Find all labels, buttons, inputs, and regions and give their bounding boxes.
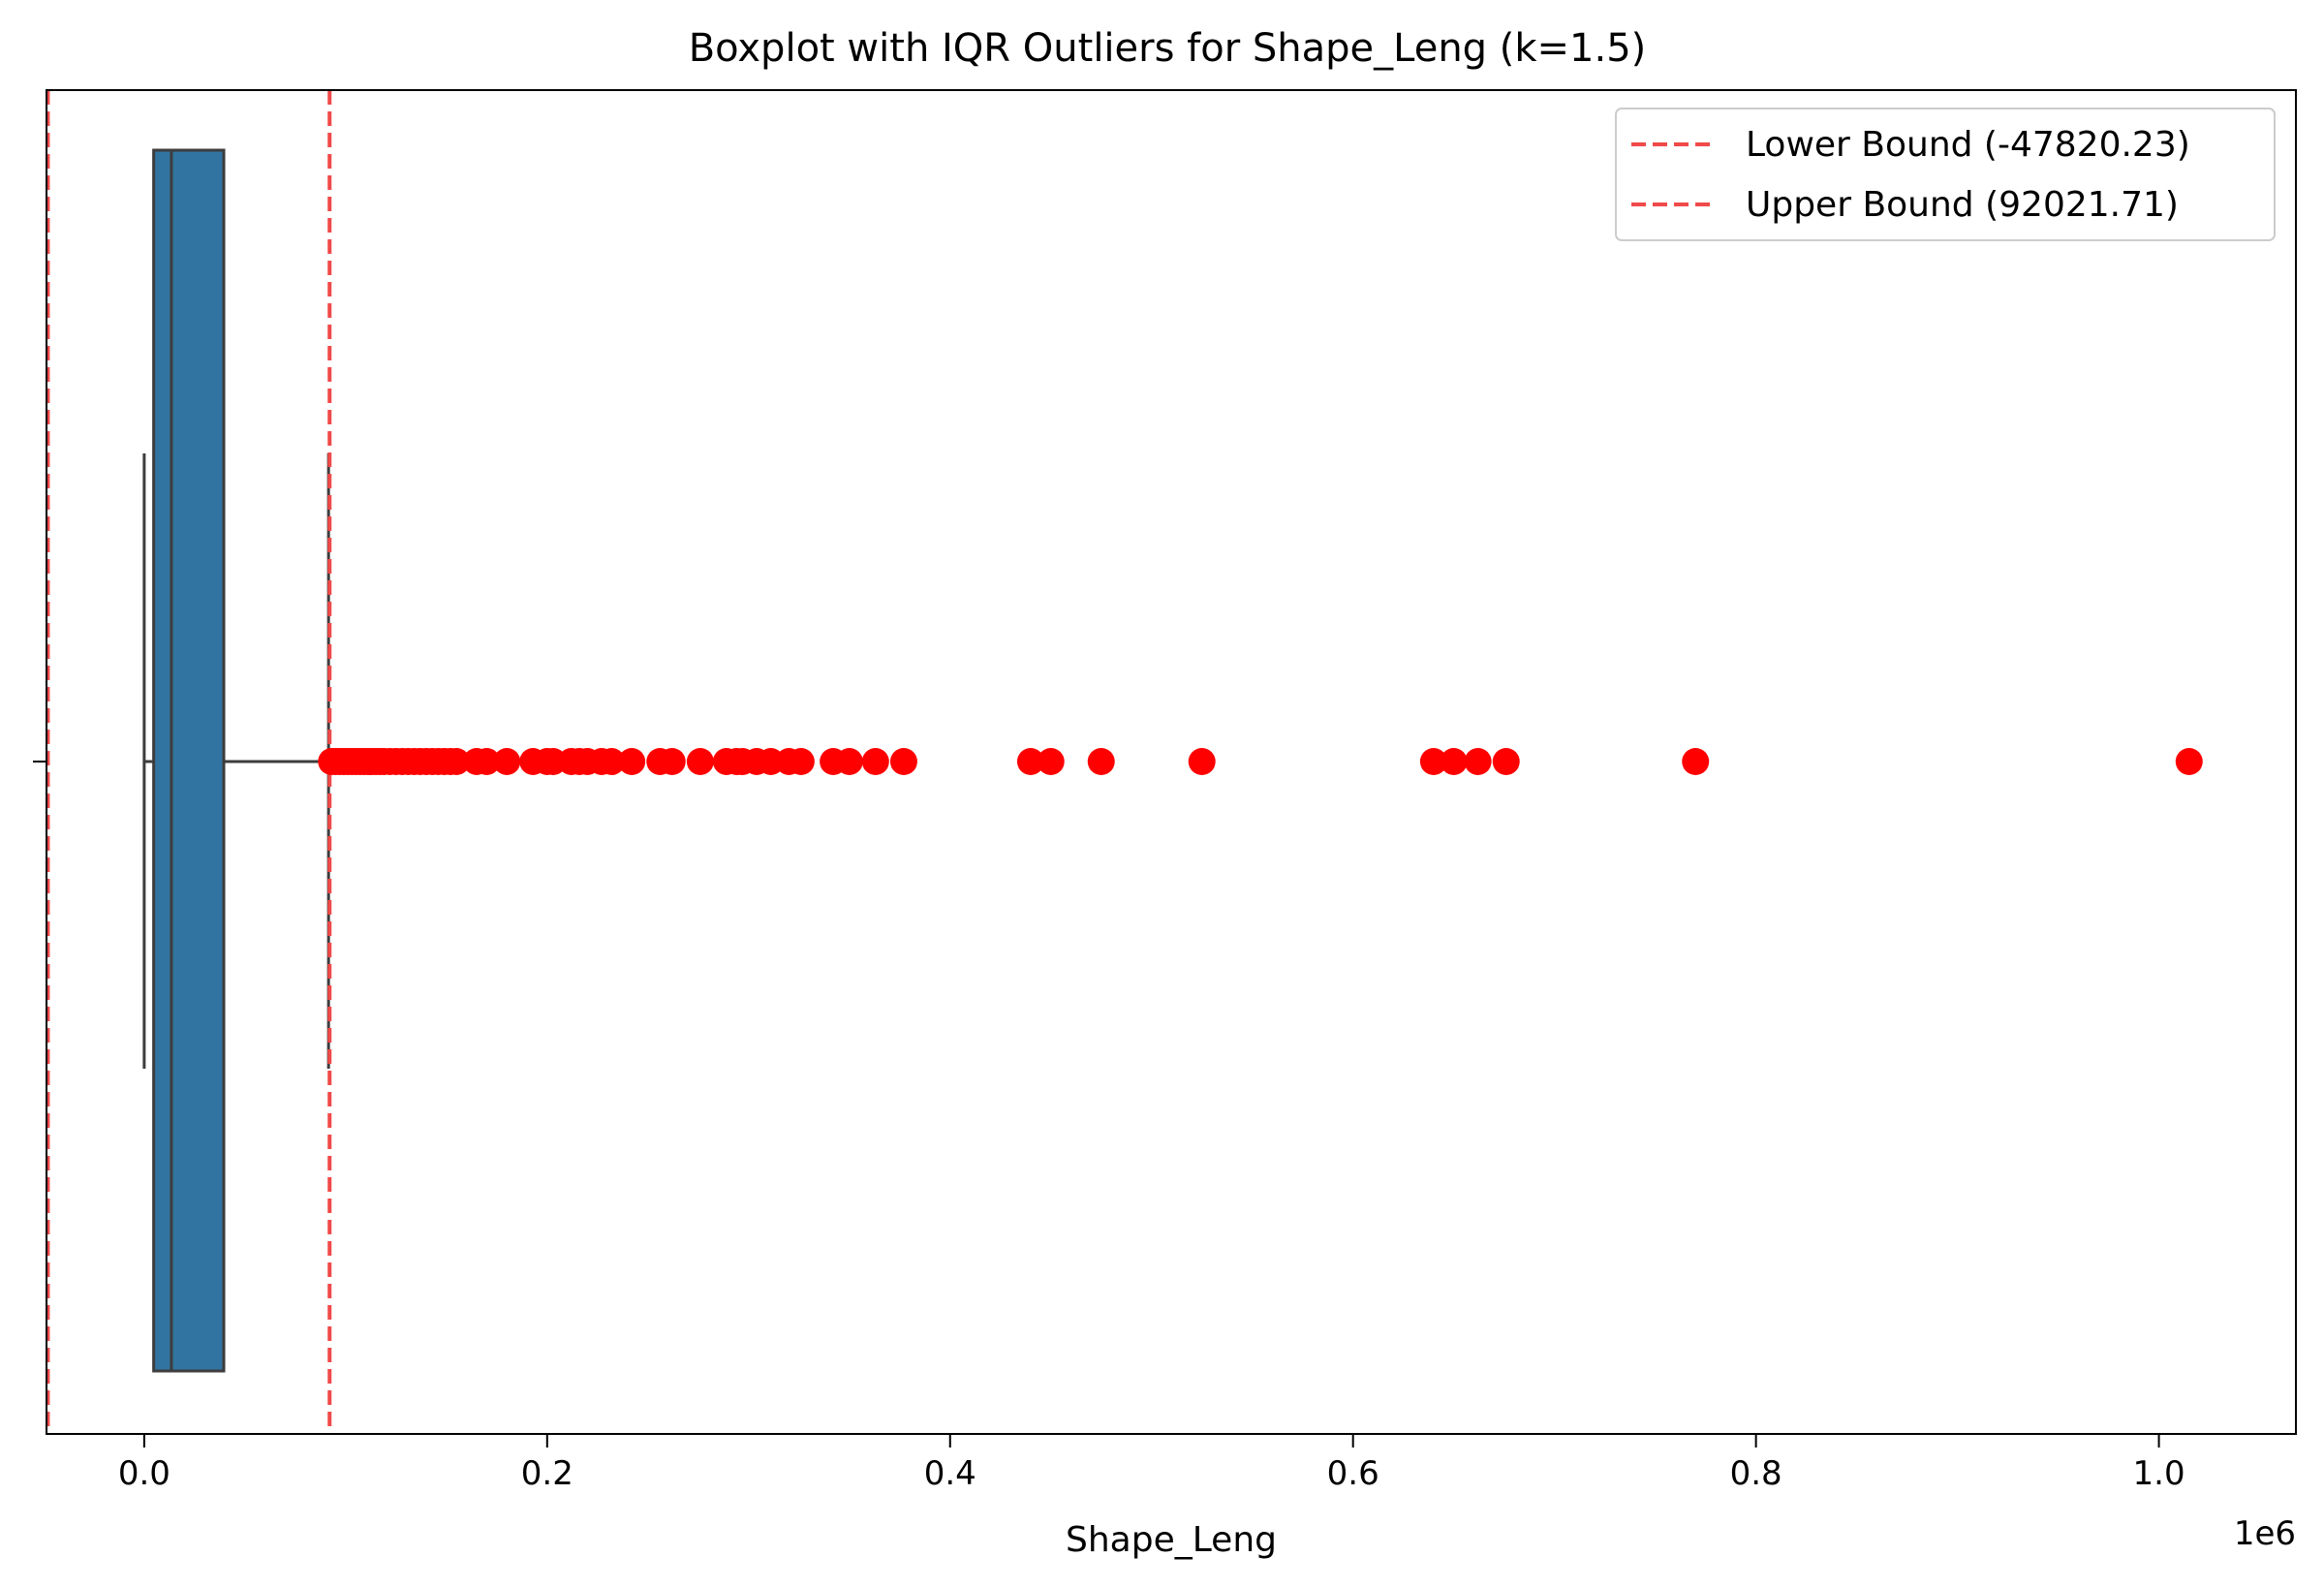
outlier-point bbox=[861, 748, 889, 775]
x-tick-label: 0.2 bbox=[521, 1454, 573, 1493]
x-tick-label: 0.6 bbox=[1327, 1454, 1379, 1493]
x-tick-label: 1.0 bbox=[2133, 1454, 2185, 1493]
outlier-point bbox=[658, 748, 686, 775]
x-axis-scale-label: 1e6 bbox=[2234, 1514, 2296, 1553]
legend-lower-bound-label: Lower Bound (-47820.23) bbox=[1746, 125, 2190, 165]
outlier-point bbox=[787, 748, 815, 775]
outlier-point bbox=[835, 748, 863, 775]
iqr-box bbox=[152, 148, 226, 1373]
outlier-point bbox=[443, 748, 471, 775]
outlier-point bbox=[493, 748, 521, 775]
x-tick-label: 0.0 bbox=[118, 1454, 170, 1493]
legend: Lower Bound (-47820.23) Upper Bound (920… bbox=[1615, 108, 2276, 241]
x-tick-label: 0.4 bbox=[924, 1454, 976, 1493]
outlier-point bbox=[598, 748, 626, 775]
outlier-point bbox=[1682, 748, 1710, 775]
chart-title: Boxplot with IQR Outliers for Shape_Leng… bbox=[689, 26, 1647, 71]
legend-upper-bound-label: Upper Bound (92021.71) bbox=[1746, 185, 2179, 225]
outlier-point bbox=[686, 748, 714, 775]
outlier-point bbox=[1037, 748, 1065, 775]
outlier-point bbox=[1087, 748, 1115, 775]
plot-area bbox=[46, 90, 2203, 1434]
legend-frame bbox=[1615, 108, 2276, 241]
outlier-point bbox=[1492, 748, 1520, 775]
outlier-point bbox=[618, 748, 646, 775]
outlier-point bbox=[889, 748, 917, 775]
outlier-point bbox=[2175, 748, 2203, 775]
outlier-point bbox=[1464, 748, 1492, 775]
outlier-point bbox=[473, 748, 501, 775]
outlier-point bbox=[1016, 748, 1044, 775]
x-tick-label: 0.8 bbox=[1730, 1454, 1782, 1493]
x-axis-label: Shape_Leng bbox=[1066, 1520, 1277, 1560]
outlier-point bbox=[1440, 748, 1468, 775]
outlier-point bbox=[1419, 748, 1447, 775]
outlier-point bbox=[1188, 748, 1216, 775]
x-axis-ticks: 0.0 0.2 0.4 0.6 0.8 1.0 bbox=[118, 1434, 2185, 1493]
